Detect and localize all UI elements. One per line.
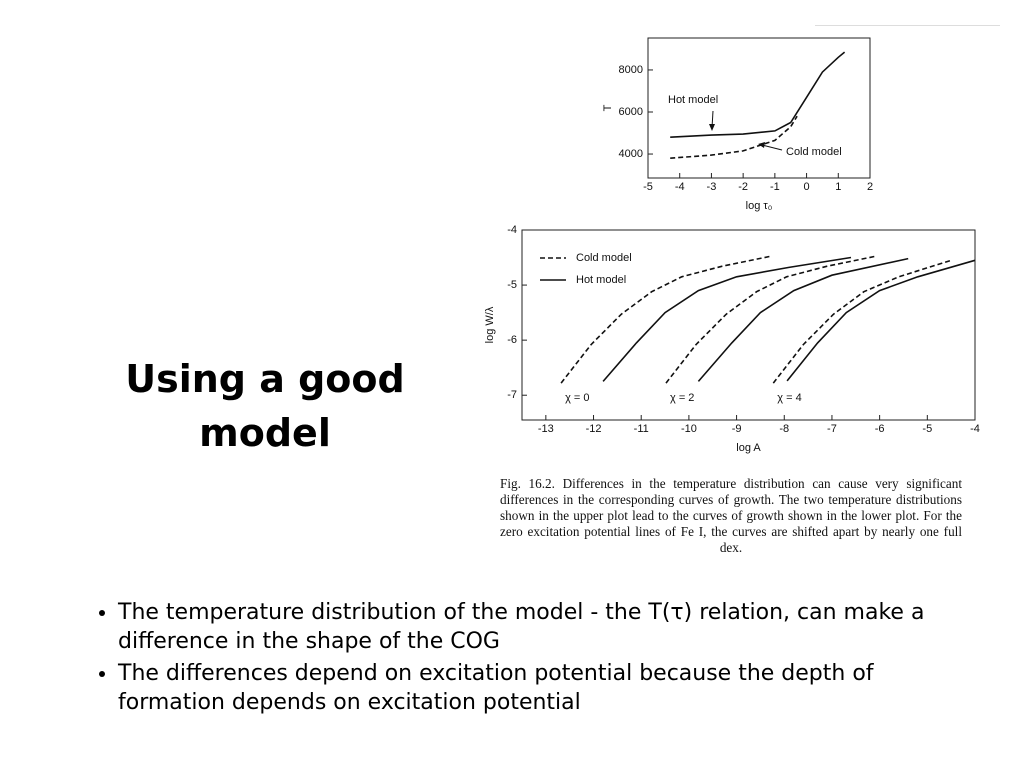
- y-tick-label: -5: [507, 279, 517, 291]
- y-axis-label: T: [602, 104, 614, 111]
- x-tick-label: 0: [804, 181, 810, 193]
- curve-label: χ = 0: [565, 392, 589, 404]
- x-tick-label: -6: [875, 423, 885, 435]
- slide-title: Using a good model: [125, 357, 405, 455]
- curve-label: χ = 4: [777, 392, 801, 404]
- x-tick-label: -1: [770, 181, 780, 193]
- line-series: [772, 259, 952, 384]
- x-tick-label: -7: [827, 423, 837, 435]
- bullet: The differences depend on excitation pot…: [118, 659, 978, 717]
- line-series: [602, 256, 852, 382]
- x-tick-label: -2: [738, 181, 748, 193]
- plot-frame: [521, 229, 976, 421]
- x-axis-label: log τ₀: [746, 200, 773, 212]
- bullet-list: The temperature distribution of the mode…: [80, 598, 978, 720]
- line-series: [697, 257, 909, 382]
- divider: [815, 25, 1000, 26]
- y-axis-label: log W/λ: [484, 306, 496, 343]
- line-series: [665, 255, 876, 384]
- arrow-head: [709, 124, 715, 131]
- x-tick-label: -11: [634, 423, 649, 435]
- x-tick-label: -5: [922, 423, 932, 435]
- x-tick-label: 2: [867, 181, 873, 193]
- y-tick-label: 6000: [619, 106, 643, 118]
- x-tick-label: -12: [586, 423, 602, 435]
- y-tick-label: 8000: [619, 64, 643, 76]
- x-tick-label: -9: [732, 423, 742, 435]
- x-axis-label: log A: [736, 442, 761, 454]
- plot-frame: [647, 37, 871, 179]
- x-tick-label: -13: [538, 423, 554, 435]
- x-tick-label: -8: [779, 423, 789, 435]
- y-tick-label: -6: [507, 334, 517, 346]
- line-series: [670, 51, 846, 138]
- x-tick-label: -4: [675, 181, 685, 193]
- line-series: [786, 259, 976, 382]
- legend-label: Hot model: [576, 274, 626, 286]
- annotation: Hot model: [668, 94, 718, 106]
- arrow: [761, 144, 783, 151]
- x-tick-label: -3: [707, 181, 717, 193]
- bullet: The temperature distribution of the mode…: [118, 598, 978, 656]
- x-tick-label: 1: [835, 181, 841, 193]
- y-tick-label: -4: [507, 224, 517, 236]
- x-tick-label: -4: [970, 423, 980, 435]
- annotation: Cold model: [786, 146, 842, 158]
- legend-label: Cold model: [576, 252, 632, 264]
- figure-caption: Fig. 16.2. Differences in the temperatur…: [500, 476, 962, 555]
- y-tick-label: 4000: [619, 148, 643, 160]
- x-tick-label: -10: [681, 423, 697, 435]
- curve-label: χ = 2: [670, 392, 694, 404]
- line-series: [670, 115, 798, 159]
- line-series: [560, 255, 771, 384]
- y-tick-label: -7: [507, 389, 517, 401]
- x-tick-label: -5: [643, 181, 653, 193]
